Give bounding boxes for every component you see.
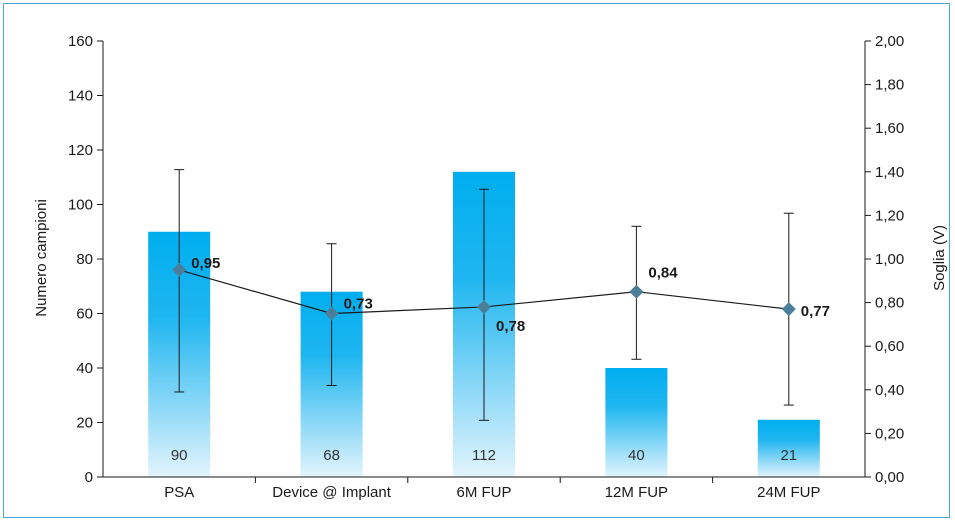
line-marker [629, 284, 644, 299]
y2-tick-label: 1,40 [875, 164, 904, 181]
x-tick-label: 6M FUP [456, 484, 511, 501]
x-tick-label: 24M FUP [757, 484, 820, 501]
y-tick-label: 140 [68, 88, 93, 105]
y2-tick-label: 0,80 [875, 295, 904, 312]
y2-tick-label: 0,00 [875, 469, 904, 486]
x-tick-label: PSA [164, 484, 194, 501]
x-tick-label: 12M FUP [605, 484, 668, 501]
axes-layer: 0 20 40 60 80 100 120 140 160 0,00 0,20 0,40 0,60 0,8… [68, 33, 904, 501]
line-value-label: 0,95 [191, 255, 220, 272]
labels-layer: 90 68 112 40 21 0,95 0,73 0,78 0,84 0,77 [171, 255, 830, 464]
line-marker [324, 306, 339, 321]
y-tick-label: 60 [76, 306, 93, 323]
y2-axis-title: Soglia (V) [931, 225, 948, 291]
line-layer [172, 262, 796, 321]
bar [605, 368, 668, 477]
line-value-label: 0,73 [344, 296, 373, 313]
bar-value-label: 21 [780, 447, 797, 464]
line-value-label: 0,78 [496, 318, 525, 335]
y-axis-title: Numero campioni [33, 199, 50, 317]
y-tick-label: 20 [76, 415, 93, 432]
line-marker [477, 299, 491, 314]
y-tick-label: 80 [76, 251, 93, 268]
bar [757, 419, 820, 477]
line-marker [781, 302, 796, 317]
y2-tick-label: 1,80 [875, 77, 904, 94]
bar-value-label: 90 [171, 447, 188, 464]
y2-tick-label: 0,20 [875, 425, 904, 442]
line-marker [172, 262, 187, 277]
y2-tick-label: 2,00 [875, 33, 904, 50]
y2-tick-label: 0,60 [875, 338, 904, 355]
y-tick-label: 40 [76, 360, 93, 377]
x-tick-label: Device @ Implant [272, 484, 391, 501]
bar-value-label: 40 [628, 447, 645, 464]
y-tick-label: 0 [85, 469, 93, 486]
y-tick-label: 160 [68, 33, 93, 50]
bar-value-label: 112 [472, 447, 496, 464]
line-value-label: 0,77 [801, 303, 830, 320]
line-value-label: 0,84 [648, 265, 678, 282]
y2-tick-label: 1,20 [875, 207, 904, 224]
y2-tick-label: 1,00 [875, 251, 904, 268]
y2-tick-label: 0,40 [875, 382, 904, 399]
y2-tick-label: 1,60 [875, 120, 904, 137]
y-tick-label: 120 [68, 142, 93, 159]
bar-value-label: 68 [323, 447, 340, 464]
y-tick-label: 100 [68, 197, 93, 214]
